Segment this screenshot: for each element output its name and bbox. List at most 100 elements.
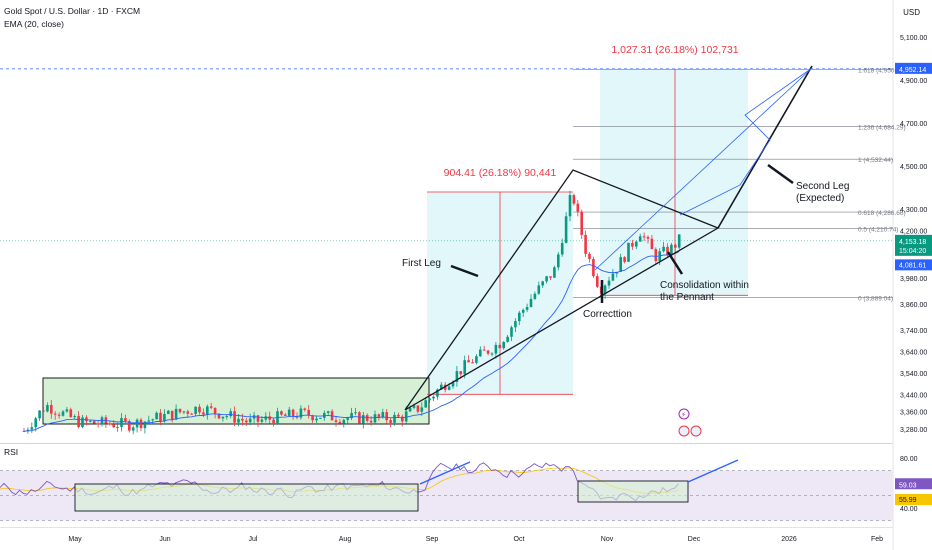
candle-body (611, 273, 615, 281)
range-box (42, 377, 430, 425)
candle-body (295, 416, 299, 418)
candle-body (584, 234, 587, 254)
candle-body (564, 216, 568, 243)
arrow-second-leg (767, 163, 794, 185)
candle-body (131, 427, 135, 431)
candle-body (57, 414, 61, 416)
candle-body (225, 416, 229, 418)
candle-body (307, 409, 310, 416)
us-flag-icon-2 (690, 425, 702, 437)
candle-body (30, 427, 34, 430)
candle-body (163, 413, 166, 422)
annotation-consolidation-line1: Consolidation within (660, 280, 749, 291)
candle-body (202, 412, 205, 415)
rsi-range-box-2 (577, 480, 689, 503)
candle-body (428, 398, 431, 401)
annotation-second-leg-line1: Second Leg (796, 181, 849, 192)
candle-body (198, 406, 201, 413)
candle-body (416, 405, 420, 412)
candle-body (576, 203, 580, 212)
candle-body (284, 414, 287, 416)
candle-body (155, 412, 158, 420)
time-tick-6: Nov (601, 536, 614, 543)
candle-body (506, 336, 509, 342)
candle-body (603, 285, 607, 294)
candle-body (510, 327, 513, 337)
candle-body (264, 416, 268, 420)
candle-body (549, 276, 552, 278)
candle-body (217, 413, 221, 419)
price-tick-5: 4,200.00 (900, 229, 927, 236)
currency-label: USD (903, 8, 920, 17)
candle-body (479, 349, 482, 357)
candle-body (299, 408, 303, 418)
symbol-title: Gold Spot / U.S. Dollar · 1D · FXCM (4, 6, 141, 16)
price-tick-8: 3,740.00 (900, 328, 927, 335)
candle-body (65, 409, 69, 412)
price-tick-11: 3,440.00 (900, 392, 927, 399)
candle-body (447, 386, 451, 390)
candle-body (22, 430, 26, 432)
candle-body (167, 410, 170, 414)
candle-body (463, 360, 466, 375)
candle-body (638, 236, 642, 242)
candle-body (553, 267, 556, 278)
candle-body (53, 413, 57, 415)
candle-body (354, 412, 357, 414)
candle-body (108, 423, 112, 425)
candle-body (46, 405, 49, 412)
candle-body (206, 406, 209, 415)
candle-body (635, 241, 638, 247)
candle-body (623, 257, 626, 262)
us-flag-icon-1 (678, 425, 690, 437)
candle-body (89, 420, 92, 422)
projection-upper (594, 67, 813, 271)
candle-body (494, 344, 498, 354)
candle-body (190, 413, 193, 415)
candle-body (362, 415, 365, 424)
candle-body (326, 411, 330, 413)
candle-body (209, 406, 213, 408)
candle-body (256, 415, 260, 422)
measure-label-2: 1,027.31 (26.18%) 102,731 (611, 44, 738, 56)
candle-body (424, 400, 427, 408)
candle-body (38, 410, 41, 419)
time-tick-8: 2026 (781, 536, 797, 543)
ema-price-tag (895, 259, 932, 271)
time-tick-7: Dec (688, 536, 701, 543)
candle-body (159, 412, 162, 422)
candle-body (666, 246, 669, 256)
candle-body (272, 419, 275, 425)
arrow-first-leg (450, 264, 479, 278)
candle-body (213, 407, 217, 414)
price-tick-1: 4,900.00 (900, 78, 927, 85)
candle-body (143, 421, 147, 429)
rsi-range-box-1 (74, 483, 419, 512)
rsi-breakout-arrow-2 (687, 459, 739, 483)
candle-body (120, 418, 123, 427)
candle-body (486, 350, 490, 354)
candle-body (467, 360, 470, 363)
price-tick-3: 4,500.00 (900, 164, 927, 171)
candle-body (73, 416, 76, 418)
candle-body (112, 424, 115, 428)
candle-body (459, 371, 463, 375)
candle-body (521, 309, 525, 313)
candle-body (393, 414, 396, 423)
arrow-consolidation (666, 251, 684, 275)
price-tick-4: 4,300.00 (900, 207, 927, 214)
candle-body (287, 409, 291, 416)
current-price-tag (895, 234, 932, 256)
candle-body (170, 410, 174, 420)
candle-body (432, 396, 435, 399)
fib-level-label-1: 1.236 (4,684.29) (858, 124, 906, 131)
candle-body (194, 406, 197, 414)
rsi-legend: RSI (4, 447, 19, 457)
projection-path (679, 67, 813, 216)
candle-body (128, 421, 131, 431)
candle-body (662, 246, 665, 252)
candle-body (334, 420, 338, 422)
candle-body (545, 276, 548, 282)
candle-body (650, 238, 654, 250)
